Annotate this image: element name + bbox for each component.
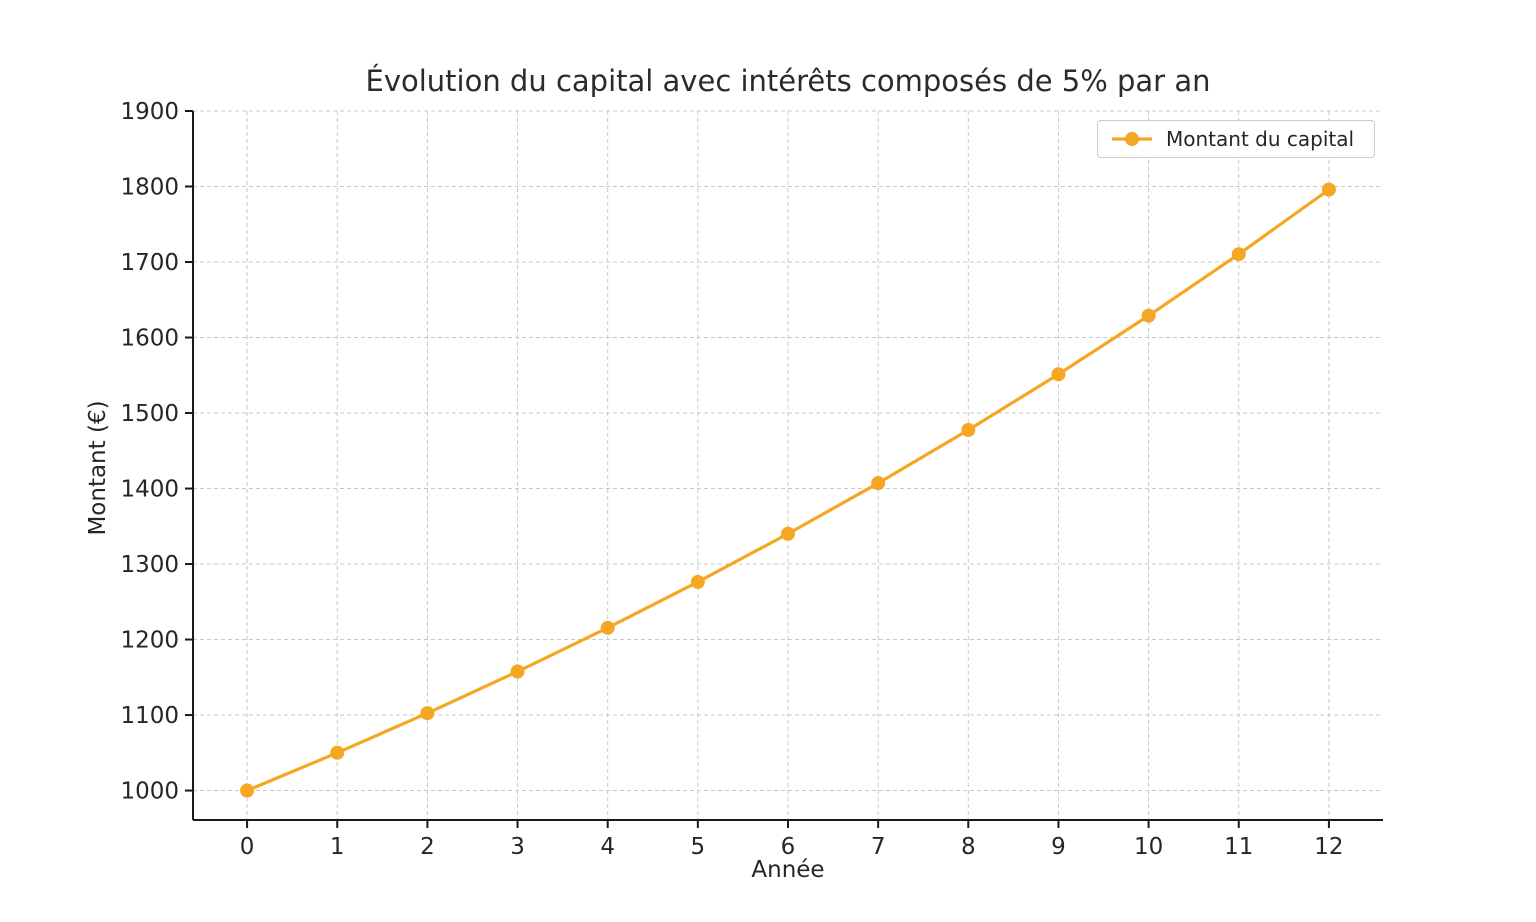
y-axis-label: Montant (€) <box>85 400 111 536</box>
svg-text:1100: 1100 <box>120 703 179 729</box>
svg-text:1400: 1400 <box>120 477 179 503</box>
svg-text:3: 3 <box>510 834 525 860</box>
svg-text:1600: 1600 <box>120 326 179 352</box>
svg-text:11: 11 <box>1224 834 1253 860</box>
svg-text:1: 1 <box>330 834 345 860</box>
svg-text:9: 9 <box>1051 834 1066 860</box>
svg-text:1200: 1200 <box>120 628 179 654</box>
legend: Montant du capital <box>1097 120 1375 158</box>
svg-text:6: 6 <box>781 834 796 860</box>
svg-text:1900: 1900 <box>120 99 179 125</box>
svg-text:10: 10 <box>1134 834 1163 860</box>
svg-text:2: 2 <box>420 834 435 860</box>
svg-text:1500: 1500 <box>120 401 179 427</box>
svg-text:1000: 1000 <box>120 779 179 805</box>
svg-text:1300: 1300 <box>120 552 179 578</box>
legend-line-marker-icon <box>1112 132 1152 146</box>
svg-text:0: 0 <box>240 834 255 860</box>
svg-text:5: 5 <box>691 834 706 860</box>
svg-text:8: 8 <box>961 834 976 860</box>
svg-text:1800: 1800 <box>120 175 179 201</box>
x-axis-label: Année <box>751 857 825 883</box>
svg-text:1700: 1700 <box>120 250 179 276</box>
svg-text:7: 7 <box>871 834 886 860</box>
svg-text:4: 4 <box>600 834 615 860</box>
chart-title: Évolution du capital avec intérêts compo… <box>365 64 1211 98</box>
legend-series-label: Montant du capital <box>1166 127 1355 151</box>
svg-text:12: 12 <box>1314 834 1343 860</box>
